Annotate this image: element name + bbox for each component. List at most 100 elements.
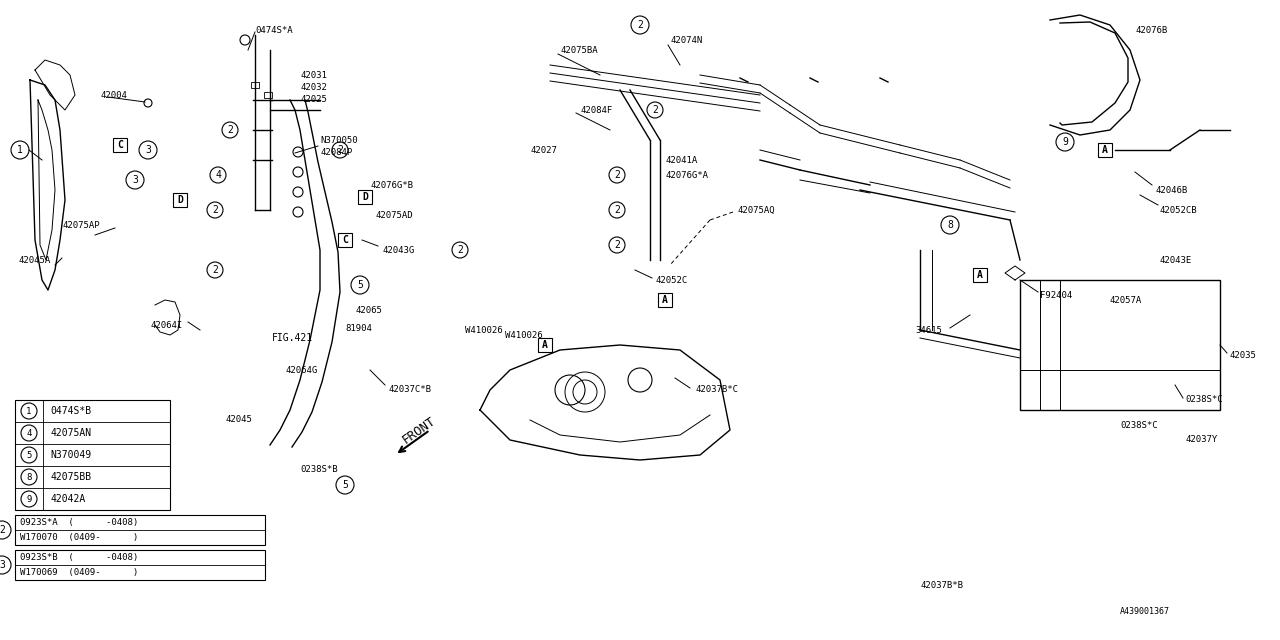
Text: 8: 8 [27,472,32,481]
Text: 3: 3 [145,145,151,155]
Text: 5: 5 [27,451,32,460]
Text: 1: 1 [27,406,32,415]
Bar [338,233,352,247]
Text: 0238S*C: 0238S*C [1185,396,1222,404]
Text: 42037C*B: 42037C*B [388,385,431,394]
Text: 42065: 42065 [355,305,381,314]
Text: 42045A: 42045A [18,255,50,264]
Text: 42052C: 42052C [655,275,687,285]
Bar [538,338,552,352]
Text: 42052CB: 42052CB [1160,205,1198,214]
Bar [15,550,265,580]
Text: 3: 3 [132,175,138,185]
Text: A: A [977,270,983,280]
Text: FRONT: FRONT [401,414,438,446]
Text: 42076G*B: 42076G*B [370,180,413,189]
Text: 34615: 34615 [915,326,942,335]
Bar [251,82,259,88]
Bar [1098,143,1112,157]
Text: 42042A: 42042A [50,494,86,504]
Text: FIG.421: FIG.421 [273,333,314,343]
Bar [358,190,372,204]
Bar [973,268,987,282]
Text: 2: 2 [652,105,658,115]
Text: 42037Y: 42037Y [1185,435,1217,445]
Text: 42043E: 42043E [1160,255,1192,264]
Text: 42025: 42025 [300,95,326,104]
Text: 2: 2 [614,240,620,250]
Text: 0238S*B: 0238S*B [300,465,338,474]
Bar [173,193,187,207]
Bar [15,400,170,510]
Text: 2: 2 [212,265,218,275]
Text: 0474S*B: 0474S*B [50,406,91,416]
Text: 42045: 42045 [225,415,252,424]
Bar [658,293,672,307]
Text: 42076G*A: 42076G*A [666,170,708,179]
Text: 42076B: 42076B [1135,26,1167,35]
Text: 42075AN: 42075AN [50,428,91,438]
Text: 0923S*B  (      -0408): 0923S*B ( -0408) [20,553,138,562]
Text: N370050: N370050 [320,136,357,145]
Bar [264,92,273,98]
Text: 2: 2 [0,525,5,535]
Text: 2: 2 [337,145,343,155]
Text: 42064I: 42064I [150,321,182,330]
Text: 5: 5 [357,280,364,290]
Text: 42084F: 42084F [580,106,612,115]
Text: 42032: 42032 [300,83,326,92]
Bar [1020,280,1220,410]
Text: 2: 2 [227,125,233,135]
Text: 42075BA: 42075BA [561,45,598,54]
Text: 2: 2 [614,205,620,215]
Text: 0923S*A  (      -0408): 0923S*A ( -0408) [20,518,138,527]
Text: A: A [662,295,668,305]
Bar [113,138,127,152]
Text: C: C [342,235,348,245]
Text: 42074N: 42074N [669,35,703,45]
Text: 42084P: 42084P [320,147,352,157]
Text: 42027: 42027 [530,145,557,154]
Text: A: A [541,340,548,350]
Text: W410026: W410026 [506,330,543,339]
Text: 42075AQ: 42075AQ [737,205,774,214]
Text: 8: 8 [947,220,952,230]
Text: 42075AD: 42075AD [375,211,412,220]
Text: 9: 9 [1062,137,1068,147]
Text: 3: 3 [0,560,5,570]
Text: 2: 2 [614,170,620,180]
Text: 42043G: 42043G [381,246,415,255]
Text: 42075AP: 42075AP [61,221,100,230]
Text: 4: 4 [215,170,221,180]
Text: 42057A: 42057A [1110,296,1142,305]
Text: 42037B*C: 42037B*C [695,385,739,394]
Text: 42037B*B: 42037B*B [920,580,963,589]
Text: D: D [177,195,183,205]
Text: 1: 1 [17,145,23,155]
Text: C: C [116,140,123,150]
Text: 4: 4 [27,429,32,438]
Text: 0238S*C: 0238S*C [1120,420,1157,429]
Text: 5: 5 [342,480,348,490]
Text: W170069  (0409-      ): W170069 (0409- ) [20,568,138,577]
Text: W410026: W410026 [465,326,503,335]
Text: A: A [1102,145,1108,155]
Text: 0474S*A: 0474S*A [255,26,293,35]
Text: 81904: 81904 [346,323,372,333]
Text: 2: 2 [637,20,643,30]
Text: D: D [362,192,367,202]
Text: 9: 9 [27,495,32,504]
Text: A439001367: A439001367 [1120,607,1170,616]
Text: 42064G: 42064G [285,365,317,374]
Text: N370049: N370049 [50,450,91,460]
Text: 42046B: 42046B [1155,186,1188,195]
Text: 2: 2 [212,205,218,215]
Bar [15,515,265,545]
Text: 42004: 42004 [100,90,127,99]
Text: F92404: F92404 [1039,291,1073,300]
Text: 42041A: 42041A [666,156,698,164]
Text: 42075BB: 42075BB [50,472,91,482]
Text: W170070  (0409-      ): W170070 (0409- ) [20,533,138,542]
Text: 42031: 42031 [300,70,326,79]
Text: 42035: 42035 [1230,351,1257,360]
